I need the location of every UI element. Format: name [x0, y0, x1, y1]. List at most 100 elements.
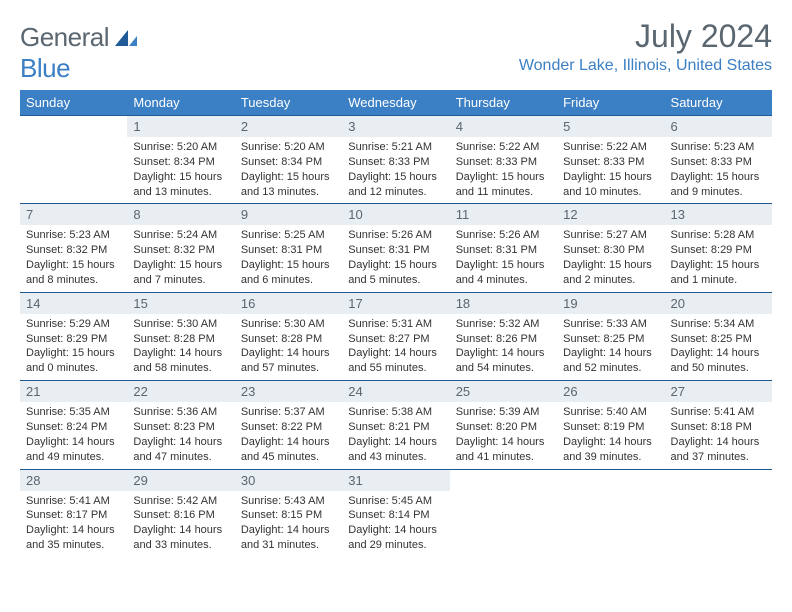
calendar-day-cell: 5Sunrise: 5:22 AMSunset: 8:33 PMDaylight… [557, 116, 664, 204]
calendar-week-row: 21Sunrise: 5:35 AMSunset: 8:24 PMDayligh… [20, 381, 772, 469]
calendar-day-cell [20, 116, 127, 204]
day-line-sr: Sunrise: 5:36 AM [133, 405, 228, 420]
day-body: Sunrise: 5:34 AMSunset: 8:25 PMDaylight:… [665, 314, 772, 380]
day-number: 26 [557, 381, 664, 402]
day-number: 1 [127, 116, 234, 137]
day-body: Sunrise: 5:45 AMSunset: 8:14 PMDaylight:… [342, 491, 449, 557]
day-line-dl2: and 49 minutes. [26, 450, 121, 465]
calendar-week-row: 14Sunrise: 5:29 AMSunset: 8:29 PMDayligh… [20, 292, 772, 380]
day-line-ss: Sunset: 8:31 PM [456, 243, 551, 258]
day-body: Sunrise: 5:20 AMSunset: 8:34 PMDaylight:… [235, 137, 342, 203]
day-line-sr: Sunrise: 5:23 AM [671, 140, 766, 155]
day-body: Sunrise: 5:28 AMSunset: 8:29 PMDaylight:… [665, 225, 772, 291]
day-line-dl2: and 43 minutes. [348, 450, 443, 465]
title-block: July 2024 Wonder Lake, Illinois, United … [519, 18, 772, 75]
day-line-dl2: and 5 minutes. [348, 273, 443, 288]
day-body: Sunrise: 5:31 AMSunset: 8:27 PMDaylight:… [342, 314, 449, 380]
calendar-day-cell: 9Sunrise: 5:25 AMSunset: 8:31 PMDaylight… [235, 204, 342, 292]
day-line-dl1: Daylight: 15 hours [563, 170, 658, 185]
calendar-week-row: 1Sunrise: 5:20 AMSunset: 8:34 PMDaylight… [20, 116, 772, 204]
day-line-sr: Sunrise: 5:29 AM [26, 317, 121, 332]
day-line-ss: Sunset: 8:30 PM [563, 243, 658, 258]
calendar-day-cell [665, 469, 772, 557]
day-body: Sunrise: 5:27 AMSunset: 8:30 PMDaylight:… [557, 225, 664, 291]
day-body: Sunrise: 5:25 AMSunset: 8:31 PMDaylight:… [235, 225, 342, 291]
day-number: 21 [20, 381, 127, 402]
day-line-ss: Sunset: 8:25 PM [671, 332, 766, 347]
day-number: 5 [557, 116, 664, 137]
day-line-dl1: Daylight: 14 hours [456, 346, 551, 361]
day-line-dl1: Daylight: 15 hours [26, 346, 121, 361]
day-line-sr: Sunrise: 5:33 AM [563, 317, 658, 332]
day-line-dl2: and 13 minutes. [133, 185, 228, 200]
day-number: 15 [127, 293, 234, 314]
weekday-header: Monday [127, 90, 234, 116]
calendar-day-cell: 31Sunrise: 5:45 AMSunset: 8:14 PMDayligh… [342, 469, 449, 557]
calendar-day-cell: 21Sunrise: 5:35 AMSunset: 8:24 PMDayligh… [20, 381, 127, 469]
day-line-ss: Sunset: 8:21 PM [348, 420, 443, 435]
calendar-day-cell: 10Sunrise: 5:26 AMSunset: 8:31 PMDayligh… [342, 204, 449, 292]
day-number: 27 [665, 381, 772, 402]
day-line-dl1: Daylight: 14 hours [133, 435, 228, 450]
day-line-dl2: and 29 minutes. [348, 538, 443, 553]
day-line-sr: Sunrise: 5:22 AM [563, 140, 658, 155]
calendar-day-cell: 20Sunrise: 5:34 AMSunset: 8:25 PMDayligh… [665, 292, 772, 380]
weekday-header: Sunday [20, 90, 127, 116]
calendar-day-cell: 3Sunrise: 5:21 AMSunset: 8:33 PMDaylight… [342, 116, 449, 204]
day-line-sr: Sunrise: 5:39 AM [456, 405, 551, 420]
day-number: 10 [342, 204, 449, 225]
calendar-day-cell: 30Sunrise: 5:43 AMSunset: 8:15 PMDayligh… [235, 469, 342, 557]
day-number: 16 [235, 293, 342, 314]
day-line-sr: Sunrise: 5:41 AM [26, 494, 121, 509]
calendar-week-row: 28Sunrise: 5:41 AMSunset: 8:17 PMDayligh… [20, 469, 772, 557]
calendar-day-cell: 13Sunrise: 5:28 AMSunset: 8:29 PMDayligh… [665, 204, 772, 292]
day-line-ss: Sunset: 8:15 PM [241, 508, 336, 523]
day-body: Sunrise: 5:23 AMSunset: 8:32 PMDaylight:… [20, 225, 127, 291]
calendar-day-cell: 11Sunrise: 5:26 AMSunset: 8:31 PMDayligh… [450, 204, 557, 292]
day-body: Sunrise: 5:38 AMSunset: 8:21 PMDaylight:… [342, 402, 449, 468]
logo: General Blue [20, 18, 137, 84]
day-line-ss: Sunset: 8:31 PM [241, 243, 336, 258]
day-line-sr: Sunrise: 5:30 AM [241, 317, 336, 332]
day-line-dl1: Daylight: 14 hours [456, 435, 551, 450]
day-line-sr: Sunrise: 5:20 AM [241, 140, 336, 155]
day-line-ss: Sunset: 8:34 PM [241, 155, 336, 170]
day-number: 14 [20, 293, 127, 314]
calendar-day-cell [450, 469, 557, 557]
calendar-day-cell: 19Sunrise: 5:33 AMSunset: 8:25 PMDayligh… [557, 292, 664, 380]
day-line-ss: Sunset: 8:31 PM [348, 243, 443, 258]
day-line-sr: Sunrise: 5:43 AM [241, 494, 336, 509]
day-line-dl1: Daylight: 15 hours [563, 258, 658, 273]
header: General Blue July 2024 Wonder Lake, Illi… [20, 18, 772, 84]
day-number: 4 [450, 116, 557, 137]
day-line-sr: Sunrise: 5:42 AM [133, 494, 228, 509]
weekday-header: Saturday [665, 90, 772, 116]
weekday-header: Friday [557, 90, 664, 116]
day-line-dl1: Daylight: 15 hours [456, 170, 551, 185]
calendar-day-cell: 1Sunrise: 5:20 AMSunset: 8:34 PMDaylight… [127, 116, 234, 204]
day-number: 17 [342, 293, 449, 314]
day-body: Sunrise: 5:30 AMSunset: 8:28 PMDaylight:… [127, 314, 234, 380]
day-line-dl2: and 41 minutes. [456, 450, 551, 465]
day-line-dl1: Daylight: 14 hours [26, 523, 121, 538]
day-line-dl2: and 52 minutes. [563, 361, 658, 376]
day-body: Sunrise: 5:43 AMSunset: 8:15 PMDaylight:… [235, 491, 342, 557]
day-line-ss: Sunset: 8:32 PM [26, 243, 121, 258]
day-line-sr: Sunrise: 5:45 AM [348, 494, 443, 509]
day-body: Sunrise: 5:22 AMSunset: 8:33 PMDaylight:… [450, 137, 557, 203]
weekday-header: Thursday [450, 90, 557, 116]
day-line-dl1: Daylight: 14 hours [26, 435, 121, 450]
day-number: 23 [235, 381, 342, 402]
day-body: Sunrise: 5:35 AMSunset: 8:24 PMDaylight:… [20, 402, 127, 468]
day-line-dl1: Daylight: 15 hours [348, 258, 443, 273]
calendar-day-cell: 26Sunrise: 5:40 AMSunset: 8:19 PMDayligh… [557, 381, 664, 469]
day-line-sr: Sunrise: 5:41 AM [671, 405, 766, 420]
day-body: Sunrise: 5:41 AMSunset: 8:18 PMDaylight:… [665, 402, 772, 468]
calendar-day-cell: 6Sunrise: 5:23 AMSunset: 8:33 PMDaylight… [665, 116, 772, 204]
day-line-dl2: and 35 minutes. [26, 538, 121, 553]
day-line-dl2: and 50 minutes. [671, 361, 766, 376]
calendar-day-cell: 25Sunrise: 5:39 AMSunset: 8:20 PMDayligh… [450, 381, 557, 469]
calendar-day-cell: 17Sunrise: 5:31 AMSunset: 8:27 PMDayligh… [342, 292, 449, 380]
day-line-dl1: Daylight: 15 hours [671, 170, 766, 185]
day-line-dl2: and 2 minutes. [563, 273, 658, 288]
